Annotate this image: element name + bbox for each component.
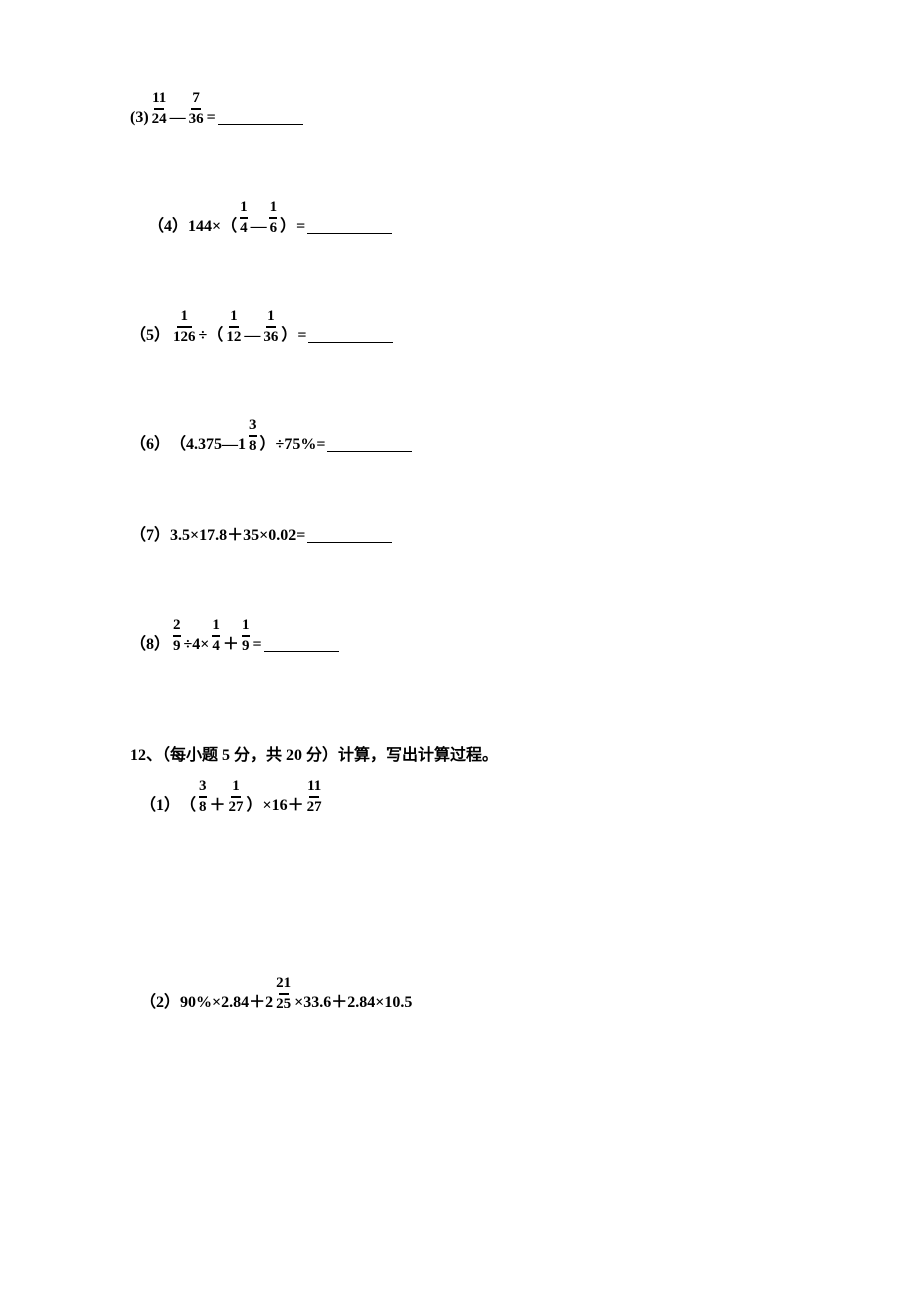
label: （1） <box>140 796 180 815</box>
fraction: 1 9 <box>241 617 251 654</box>
fraction: 1 36 <box>262 308 279 345</box>
fraction: 21 25 <box>275 975 292 1012</box>
operator: — <box>244 326 260 345</box>
problem-3: (3) 11 24 — 7 36 = <box>130 90 790 127</box>
prefix: 90%×2.84＋2 <box>180 993 273 1012</box>
tail: ）= <box>280 217 305 236</box>
fraction: 2 9 <box>172 617 182 654</box>
answer-blank <box>264 650 339 652</box>
label: （8） <box>130 635 170 654</box>
problem-12-2: （2） 90%×2.84＋2 21 25 ×33.6＋2.84×10.5 <box>140 975 790 1012</box>
label: （2） <box>140 993 180 1012</box>
fraction: 1 4 <box>239 199 249 236</box>
tail: ）÷75%= <box>260 435 326 454</box>
answer-blank <box>307 541 392 543</box>
operator: ÷4× <box>184 635 210 654</box>
prefix: 144×（ <box>188 217 237 236</box>
prefix: （ <box>180 796 196 815</box>
answer-blank <box>218 123 303 125</box>
mid: ）×16＋ <box>247 796 304 815</box>
label: （6） <box>130 435 170 454</box>
problem-6: （6） （4.375—1 3 8 ）÷75%= <box>130 417 790 454</box>
fraction: 1 4 <box>211 617 221 654</box>
worksheet-content: (3) 11 24 — 7 36 = （4） 144×（ 1 4 — 1 6 ）… <box>130 90 790 1052</box>
problem-4: （4） 144×（ 1 4 — 1 6 ）= <box>148 199 790 236</box>
answer-blank <box>307 232 392 234</box>
label: (3) <box>130 108 149 127</box>
problem-7: （7） 3.5×17.8＋35×0.02= <box>130 526 790 545</box>
fraction: 7 36 <box>188 90 205 127</box>
fraction: 1 126 <box>172 308 197 345</box>
operator: — <box>170 108 186 127</box>
prefix: （4.375—1 <box>170 435 246 454</box>
fraction: 11 24 <box>151 90 168 127</box>
problem-8: （8） 2 9 ÷4× 1 4 ＋ 1 9 = <box>130 617 790 654</box>
problem-12-1: （1） （ 3 8 ＋ 1 27 ）×16＋ 11 27 <box>140 778 790 815</box>
fraction: 3 8 <box>198 778 208 815</box>
tail: ×33.6＋2.84×10.5 <box>294 993 412 1012</box>
label: （7） <box>130 526 170 545</box>
label: （5） <box>130 326 170 345</box>
fraction: 3 8 <box>248 417 258 454</box>
tail: = <box>252 635 261 654</box>
tail: ）= <box>281 326 306 345</box>
label: （4） <box>148 217 188 236</box>
fraction: 1 27 <box>228 778 245 815</box>
operator: ＋ <box>223 635 239 654</box>
tail: = <box>207 108 216 127</box>
operator: ＋ <box>210 796 226 815</box>
fraction: 1 12 <box>225 308 242 345</box>
fraction: 1 6 <box>269 199 279 236</box>
operator: ÷（ <box>199 326 224 345</box>
answer-blank <box>308 341 393 343</box>
fraction: 11 27 <box>306 778 323 815</box>
problem-5: （5） 1 126 ÷（ 1 12 — 1 36 ）= <box>130 308 790 345</box>
answer-blank <box>327 450 412 452</box>
expression: 3.5×17.8＋35×0.02= <box>170 526 305 545</box>
operator: — <box>251 217 267 236</box>
section-12-heading: 12、（每小题 5 分，共 20 分）计算，写出计算过程。 <box>130 744 790 768</box>
